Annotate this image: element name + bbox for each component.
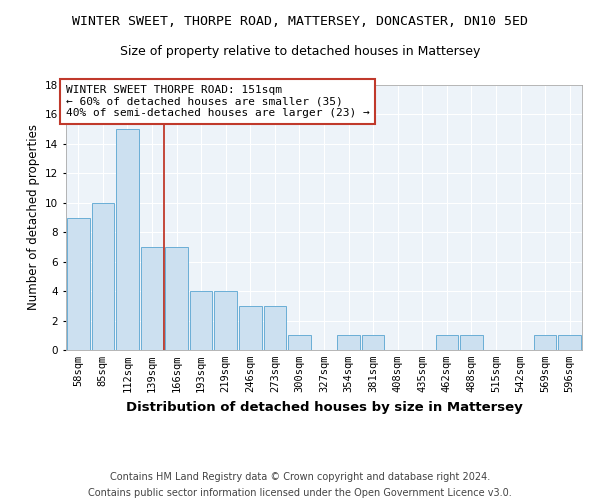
Text: WINTER SWEET THORPE ROAD: 151sqm
← 60% of detached houses are smaller (35)
40% o: WINTER SWEET THORPE ROAD: 151sqm ← 60% o… [66, 85, 370, 118]
Bar [214, 291, 237, 350]
Bar [534, 336, 556, 350]
Bar [92, 203, 114, 350]
Bar [436, 336, 458, 350]
Bar [288, 336, 311, 350]
Bar [67, 218, 89, 350]
Bar [362, 336, 385, 350]
Bar [165, 247, 188, 350]
Bar [559, 336, 581, 350]
Bar [140, 247, 163, 350]
Text: Contains public sector information licensed under the Open Government Licence v3: Contains public sector information licen… [88, 488, 512, 498]
Text: Size of property relative to detached houses in Mattersey: Size of property relative to detached ho… [120, 45, 480, 58]
Bar [337, 336, 360, 350]
Text: Contains HM Land Registry data © Crown copyright and database right 2024.: Contains HM Land Registry data © Crown c… [110, 472, 490, 482]
Bar [239, 306, 262, 350]
Bar [460, 336, 483, 350]
X-axis label: Distribution of detached houses by size in Mattersey: Distribution of detached houses by size … [125, 400, 523, 413]
Bar [116, 129, 139, 350]
Y-axis label: Number of detached properties: Number of detached properties [26, 124, 40, 310]
Bar [263, 306, 286, 350]
Text: WINTER SWEET, THORPE ROAD, MATTERSEY, DONCASTER, DN10 5ED: WINTER SWEET, THORPE ROAD, MATTERSEY, DO… [72, 15, 528, 28]
Bar [190, 291, 212, 350]
